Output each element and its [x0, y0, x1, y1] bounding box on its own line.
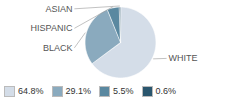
- html-text:29.1%: 29.1%: [65, 86, 92, 96]
- svg-text:BLACK: BLACK: [43, 43, 73, 53]
- html-text:0.6%: 0.6%: [155, 86, 177, 96]
- html-text:5.5%: 5.5%: [113, 86, 134, 96]
- svg-text:WHITE: WHITE: [169, 53, 198, 63]
- svg-text:ASIAN: ASIAN: [45, 4, 72, 14]
- html-text:64.8%: 64.8%: [18, 86, 44, 96]
- svg-text:HISPANIC: HISPANIC: [31, 23, 73, 33]
